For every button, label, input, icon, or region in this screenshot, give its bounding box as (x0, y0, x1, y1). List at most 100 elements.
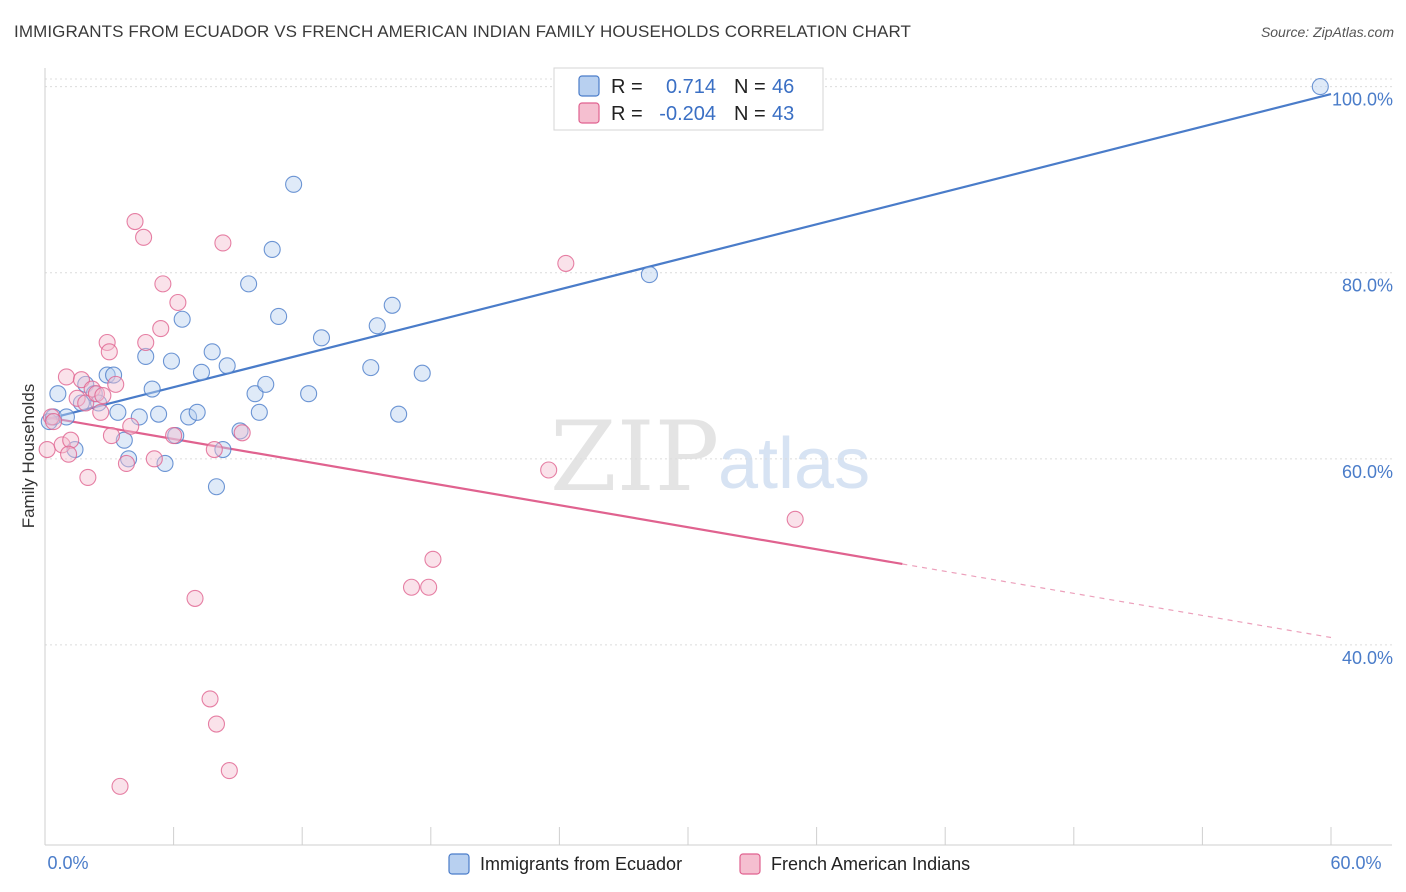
data-point-blue (130, 408, 148, 426)
data-point-blue (214, 440, 232, 459)
data-point-blue (240, 275, 258, 293)
data-point-pink (186, 589, 204, 607)
x-tick-label-max: 60.0% (1330, 853, 1381, 873)
data-points (38, 78, 1329, 795)
data-point-pink (154, 275, 172, 293)
data-point-blue (156, 454, 174, 473)
data-point-blue (390, 405, 408, 423)
data-point-pink (233, 424, 251, 442)
data-point-blue (203, 343, 221, 361)
chart-title: IMMIGRANTS FROM ECUADOR VS FRENCH AMERIC… (14, 22, 912, 41)
watermark-atlas: atlas (718, 424, 870, 504)
data-point-blue (49, 385, 67, 403)
r-value-blue: 0.714 (666, 76, 716, 98)
chart-source: Source: ZipAtlas.com (1260, 24, 1394, 40)
data-point-blue (143, 380, 161, 398)
data-point-blue (192, 363, 211, 381)
data-point-pink (94, 386, 112, 405)
data-point-pink (53, 436, 71, 454)
data-point-pink (207, 715, 226, 733)
data-point-pink (68, 389, 86, 407)
data-point-blue (263, 240, 281, 259)
data-point-pink (424, 550, 442, 568)
data-point-pink (165, 427, 183, 445)
gridlines (45, 78, 1392, 646)
data-point-pink (45, 413, 63, 431)
data-point-blue (413, 364, 431, 382)
pink-swatch (578, 102, 600, 124)
trend-line-extension-pink (902, 563, 1332, 639)
data-point-pink (145, 450, 163, 468)
data-point-pink (214, 234, 232, 252)
data-point-blue (246, 385, 264, 403)
data-point-pink (135, 228, 153, 246)
data-point-blue (162, 352, 181, 370)
data-point-pink (111, 777, 129, 795)
data-point-blue (98, 366, 116, 384)
y-tick-label: 100.0% (1332, 90, 1393, 110)
data-point-blue (207, 478, 226, 496)
data-point-pink (137, 333, 155, 352)
data-point-blue (362, 359, 380, 377)
r-label-pink: R = (611, 103, 643, 125)
y-tick-labels: 40.0% 60.0% 80.0% 100.0% (1332, 90, 1393, 668)
watermark-zip: ZIP (550, 401, 719, 513)
blue-swatch (578, 75, 600, 97)
data-point-pink (100, 343, 118, 361)
data-point-blue (180, 408, 198, 426)
data-point-pink (152, 320, 170, 338)
data-point-pink (38, 440, 56, 459)
r-label-blue: R = (611, 76, 643, 98)
r-value-pink: -0.204 (659, 103, 716, 125)
data-point-blue (115, 431, 133, 449)
data-point-pink (117, 454, 135, 473)
data-point-pink (402, 578, 421, 596)
data-point-blue (109, 403, 127, 421)
y-tick-label: 60.0% (1342, 462, 1393, 482)
data-point-blue (57, 408, 75, 426)
data-point-pink (220, 762, 238, 780)
data-point-pink (205, 440, 223, 459)
data-point-pink (122, 417, 140, 435)
data-point-blue (173, 310, 191, 328)
data-point-pink (57, 368, 75, 386)
data-point-blue (218, 357, 236, 375)
data-point-pink (62, 431, 80, 449)
data-point-blue (300, 385, 318, 403)
data-point-blue (640, 266, 658, 284)
legend-swatch-french-american-indians (739, 853, 761, 875)
data-point-blue (188, 403, 206, 421)
data-point-pink (420, 578, 438, 596)
legend-label-french-american-indians: French American Indians (771, 854, 970, 874)
y-tick-label: 80.0% (1342, 276, 1393, 296)
stats-legend: R = 0.714 N = 46 R = -0.204 N = 43 (553, 67, 824, 131)
data-point-pink (169, 293, 187, 312)
data-point-pink (79, 468, 97, 486)
n-label-blue: N = (734, 76, 766, 98)
n-label-pink: N = (734, 103, 766, 125)
n-value-pink: 43 (772, 103, 794, 125)
watermark: ZIP atlas (550, 401, 870, 513)
data-point-blue (150, 405, 168, 423)
legend-swatch-ecuador (448, 853, 470, 875)
legend-label-ecuador: Immigrants from Ecuador (480, 854, 682, 874)
data-point-pink (72, 371, 90, 389)
data-point-pink (107, 375, 125, 393)
data-point-blue (368, 317, 386, 335)
axes (44, 68, 1392, 846)
data-point-pink (201, 690, 219, 708)
data-point-pink (60, 445, 78, 463)
data-point-blue (285, 175, 303, 193)
data-point-pink (92, 403, 110, 421)
data-point-blue (257, 375, 275, 393)
n-value-blue: 46 (772, 76, 794, 98)
series-legend: Immigrants from Ecuador French American … (448, 853, 970, 875)
data-point-blue (1311, 78, 1329, 96)
data-point-pink (126, 212, 144, 231)
y-axis-title: Family Households (19, 384, 38, 529)
data-point-blue (250, 403, 268, 421)
data-point-pink (786, 510, 804, 528)
data-point-pink (87, 385, 105, 403)
data-point-blue (312, 329, 331, 347)
